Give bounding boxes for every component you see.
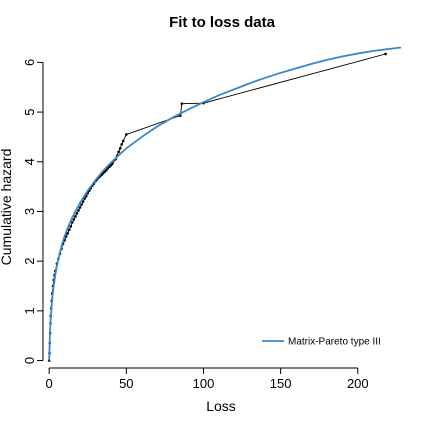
data-point [125,133,128,136]
data-point [69,225,73,228]
legend: Matrix-Pareto type III [262,337,381,348]
data-point [78,206,82,209]
y-tick-label: 0 [22,357,37,364]
y-axis: 0 1 2 3 4 5 6 [22,59,44,364]
y-tick-label: 4 [22,158,37,165]
data-point [80,203,83,206]
data-point [75,212,79,215]
y-tick-label: 1 [22,307,37,314]
data-point [67,228,71,232]
empirical-hazard-line [48,53,386,361]
data-point [118,147,122,150]
x-axis: 0 50 100 150 200 [46,367,369,391]
data-point [121,139,125,143]
x-tick-label: 0 [46,376,53,391]
data-point [72,218,76,221]
x-tick-label: 50 [119,376,133,391]
x-tick-label: 150 [270,376,292,391]
data-point [117,150,120,154]
data-point [120,143,123,146]
data-point [71,221,74,224]
x-axis-title: Loss [206,398,236,414]
data-point [180,102,184,105]
x-tick-label: 100 [193,376,215,391]
data-point [74,215,77,218]
data-point [77,209,80,212]
x-tick-label: 200 [347,376,369,391]
data-point [81,200,85,203]
data-point [104,168,108,172]
y-tick-label: 6 [22,59,37,66]
chart-title: Fit to loss data [169,14,276,31]
y-tick-label: 5 [22,108,37,115]
legend-label: Matrix-Pareto type III [288,337,381,348]
y-axis-title: Cumulative hazard [0,149,14,266]
y-tick-label: 3 [22,208,37,215]
data-point [66,232,69,235]
data-point [384,52,387,56]
plot-area [47,46,402,362]
fitted-curve [48,46,402,361]
y-tick-label: 2 [22,258,37,265]
